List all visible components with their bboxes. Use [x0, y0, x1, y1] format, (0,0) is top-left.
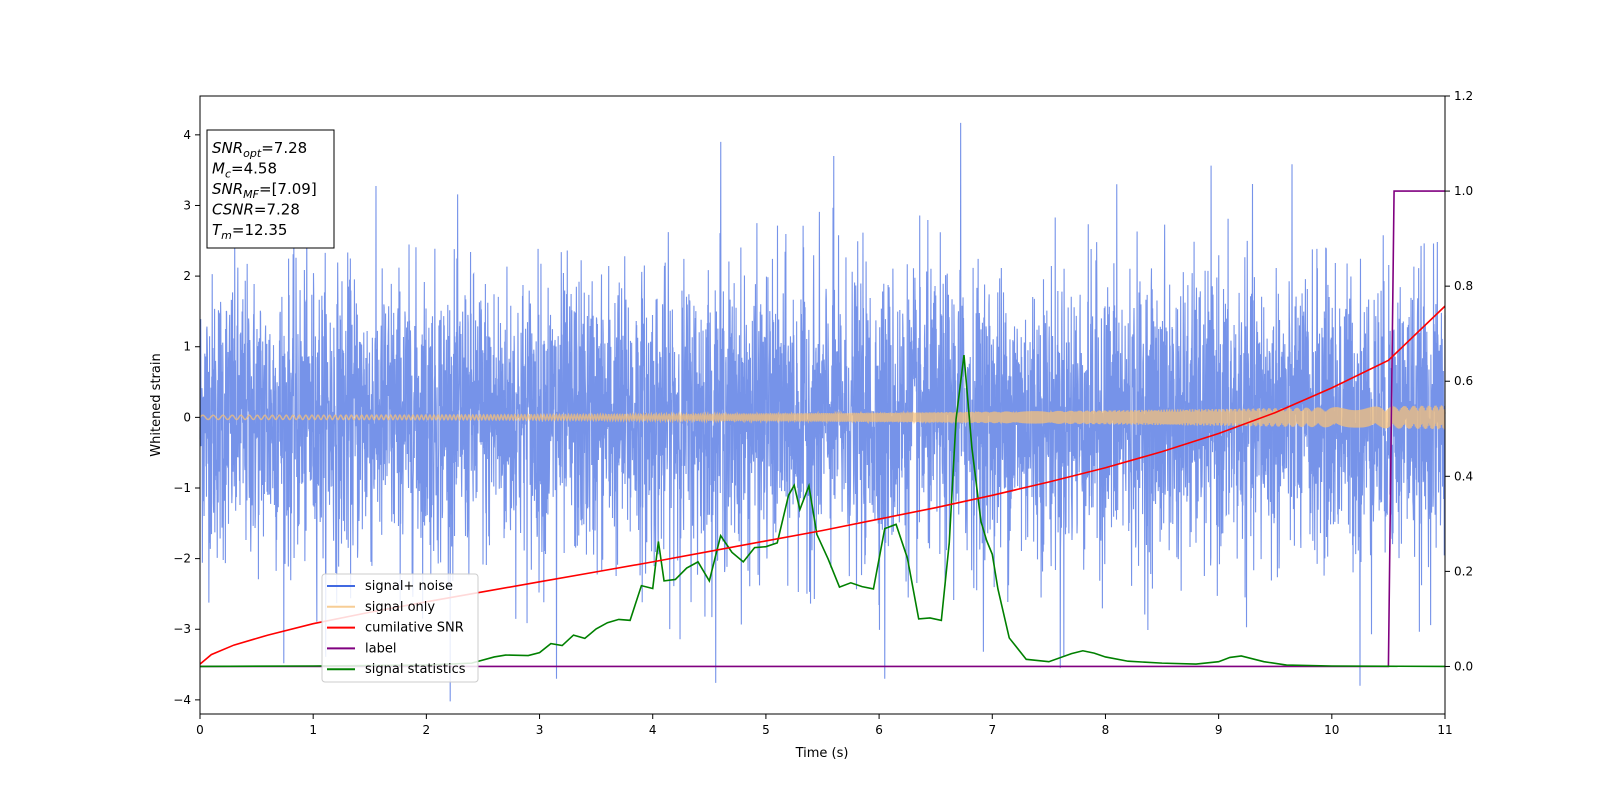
x-tick-label: 8 [1102, 723, 1110, 737]
y-left-tick-label: −2 [173, 552, 191, 566]
legend-label: signal statistics [365, 662, 466, 677]
y-right-tick-label: 0.2 [1454, 564, 1473, 578]
info-line: CSNR=7.28 [212, 201, 300, 219]
y-axis-right: 0.0 0.2 0.4 0.6 0.8 1.0 1.2 [1445, 89, 1473, 673]
legend-label: label [365, 641, 396, 656]
x-tick-label: 1 [309, 723, 317, 737]
info-box-frame [206, 129, 335, 249]
legend-frame [321, 573, 479, 683]
y-axis-label: Whitened strain [149, 353, 164, 456]
series-signal-only [199, 405, 1446, 430]
series-line-4 [199, 354, 1446, 668]
signal-only-line [199, 405, 1446, 430]
y-left-tick-label: 1 [183, 340, 191, 354]
y-right-tick-label: 0.6 [1454, 374, 1473, 388]
info-line: Tm=12.35 [212, 221, 287, 242]
legend-label: cumilative SNR [365, 621, 464, 636]
x-axis: 0 1 2 3 4 5 6 7 8 9 10 11 [196, 714, 1453, 737]
y-left-tick-label: −1 [173, 481, 191, 495]
y-left-tick-label: −3 [173, 622, 191, 636]
x-tick-label: 3 [536, 723, 544, 737]
x-tick-label: 0 [196, 723, 204, 737]
y-left-tick-label: 4 [183, 128, 191, 142]
x-tick-label: 9 [1215, 723, 1223, 737]
y-left-tick-label: 0 [183, 410, 191, 424]
info-line: SNRopt=7.28 [212, 139, 307, 160]
y-axis-left: −4 −3 −2 −1 0 1 2 3 4 [173, 128, 200, 707]
x-tick-label: 10 [1324, 723, 1339, 737]
plot-area-frame [199, 95, 1446, 715]
y-right-tick-label: 0.0 [1454, 659, 1473, 673]
x-tick-label: 5 [762, 723, 770, 737]
legend-label: signal+ noise [365, 579, 453, 594]
x-tick-label: 6 [875, 723, 883, 737]
x-tick-label: 11 [1437, 723, 1452, 737]
x-axis-label: Time (s) [795, 746, 849, 761]
y-left-tick-label: 3 [183, 198, 191, 212]
info-line: SNRMF=[7.09] [212, 180, 317, 201]
y-right-tick-label: 0.4 [1454, 469, 1473, 483]
y-right-tick-label: 1.0 [1454, 184, 1473, 198]
y-right-tick-label: 0.8 [1454, 279, 1473, 293]
x-tick-label: 2 [423, 723, 431, 737]
y-left-tick-label: −4 [173, 693, 191, 707]
info-line: Mc=4.58 [212, 160, 277, 181]
y-right-tick-label: 1.2 [1454, 89, 1473, 103]
legend: signal+ noise signal only cumilative SNR la… [321, 573, 479, 683]
x-tick-label: 4 [649, 723, 657, 737]
series-line-2 [199, 305, 1446, 665]
y-left-tick-label: 2 [183, 269, 191, 283]
x-tick-label: 7 [988, 723, 996, 737]
series-lines [199, 190, 1446, 668]
legend-label: signal only [365, 600, 435, 615]
series-line-3 [200, 190, 1445, 668]
